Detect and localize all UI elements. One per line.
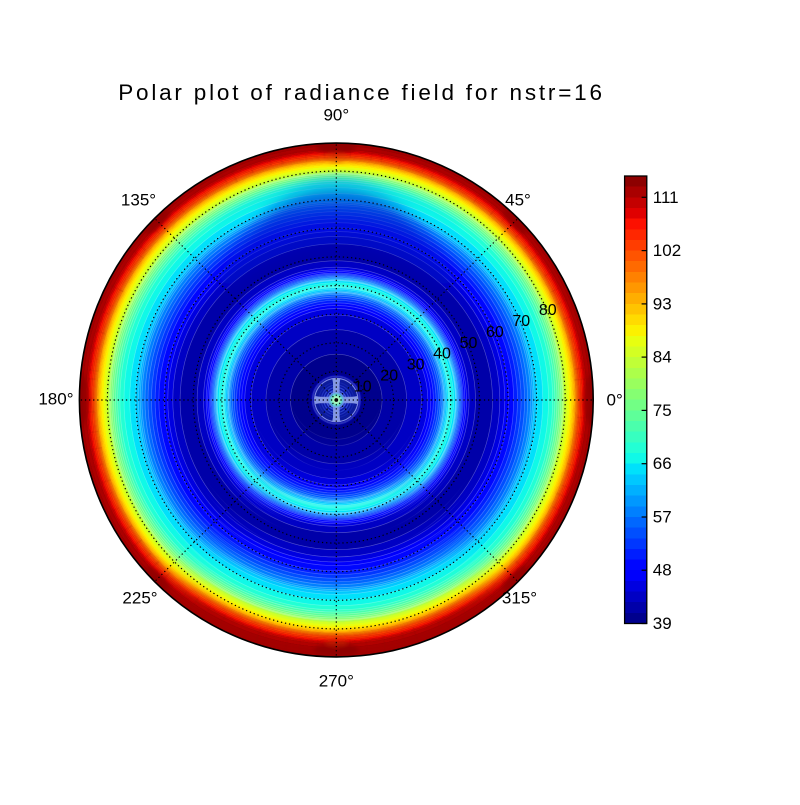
- svg-text:135°: 135°: [121, 191, 156, 210]
- svg-text:48: 48: [653, 561, 672, 580]
- svg-text:93: 93: [653, 294, 672, 313]
- svg-text:50: 50: [460, 335, 478, 352]
- svg-text:225°: 225°: [122, 589, 157, 608]
- svg-text:315°: 315°: [502, 589, 537, 608]
- svg-text:90°: 90°: [323, 106, 349, 125]
- svg-text:30: 30: [407, 357, 425, 374]
- svg-text:111: 111: [653, 188, 679, 207]
- svg-text:60: 60: [486, 324, 504, 341]
- svg-text:80: 80: [539, 302, 557, 319]
- svg-text:57: 57: [653, 508, 672, 527]
- svg-text:20: 20: [380, 368, 398, 385]
- svg-text:0°: 0°: [607, 391, 623, 410]
- svg-text:84: 84: [653, 348, 672, 367]
- svg-text:40: 40: [433, 346, 451, 363]
- svg-text:10: 10: [354, 379, 372, 396]
- svg-text:45°: 45°: [505, 191, 531, 210]
- svg-text:39: 39: [653, 614, 672, 633]
- svg-text:270°: 270°: [319, 672, 354, 691]
- svg-text:180°: 180°: [38, 390, 73, 409]
- svg-text:Polar plot of radiance field f: Polar plot of radiance field for nstr=16: [118, 80, 605, 105]
- svg-text:102: 102: [653, 241, 681, 260]
- svg-text:66: 66: [653, 454, 672, 473]
- svg-text:75: 75: [653, 401, 672, 420]
- svg-text:70: 70: [512, 313, 530, 330]
